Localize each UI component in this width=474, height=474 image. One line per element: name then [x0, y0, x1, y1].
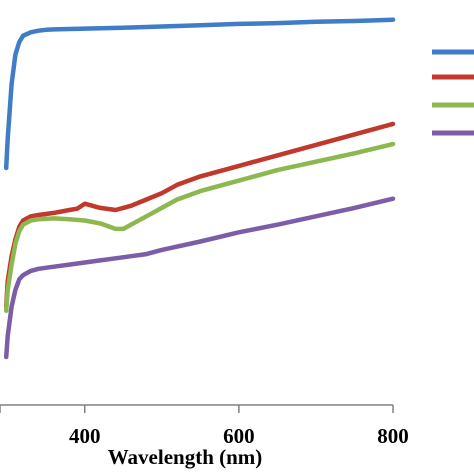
x-tick-label-600: 600 [223, 424, 255, 448]
legend [432, 49, 474, 136]
x-tick-label-800: 800 [377, 424, 409, 448]
x-axis-ticks: 400 600 800 [0, 405, 409, 448]
series-line-4 [3, 196, 396, 360]
series-line-3 [3, 141, 396, 314]
x-tick-label-400: 400 [69, 424, 101, 448]
plot-area [3, 17, 396, 360]
x-axis-title: Wavelength (nm) [108, 445, 263, 469]
series-line-1 [3, 17, 396, 171]
series-line-2 [3, 121, 396, 309]
